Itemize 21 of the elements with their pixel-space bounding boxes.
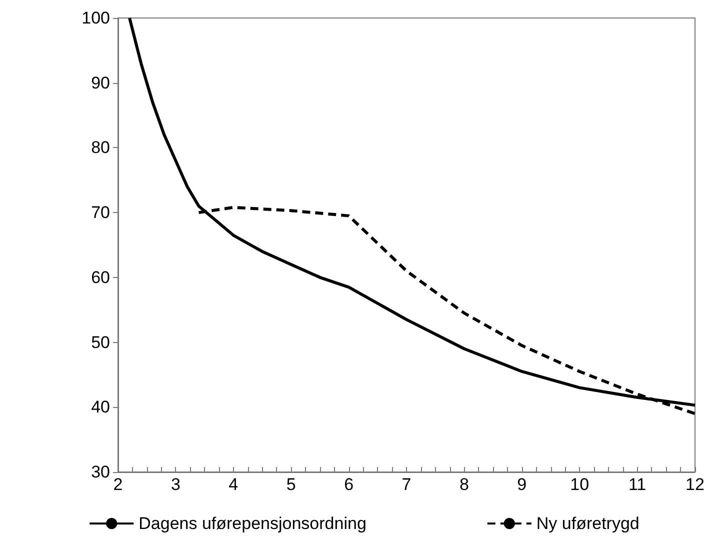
x-tick-label: 12 <box>686 475 704 494</box>
legend-label: Ny uføretrygd <box>536 514 640 533</box>
x-tick-label: 10 <box>570 475 590 494</box>
x-tick-label: 9 <box>517 475 527 494</box>
x-tick-label: 7 <box>402 475 412 494</box>
y-tick-label: 50 <box>91 332 110 352</box>
x-tick-label: 8 <box>459 475 469 494</box>
y-tick-label: 80 <box>91 138 110 158</box>
x-tick-label: 3 <box>170 475 180 494</box>
x-tick-label: 2 <box>113 475 123 494</box>
y-tick-label: 30 <box>91 462 110 482</box>
legend-label: Dagens uførepensjonsordning <box>138 514 366 533</box>
x-tick-label: 4 <box>228 475 238 494</box>
x-tick-label: 5 <box>286 475 296 494</box>
y-tick-label: 60 <box>91 268 110 287</box>
y-tick-label: 90 <box>91 73 110 92</box>
x-tick-label: 11 <box>628 475 646 494</box>
y-tick-label: 70 <box>91 203 110 222</box>
x-tick-label: 6 <box>344 475 354 494</box>
y-tick-label: 100 <box>82 8 110 28</box>
y-tick-label: 40 <box>91 398 110 417</box>
